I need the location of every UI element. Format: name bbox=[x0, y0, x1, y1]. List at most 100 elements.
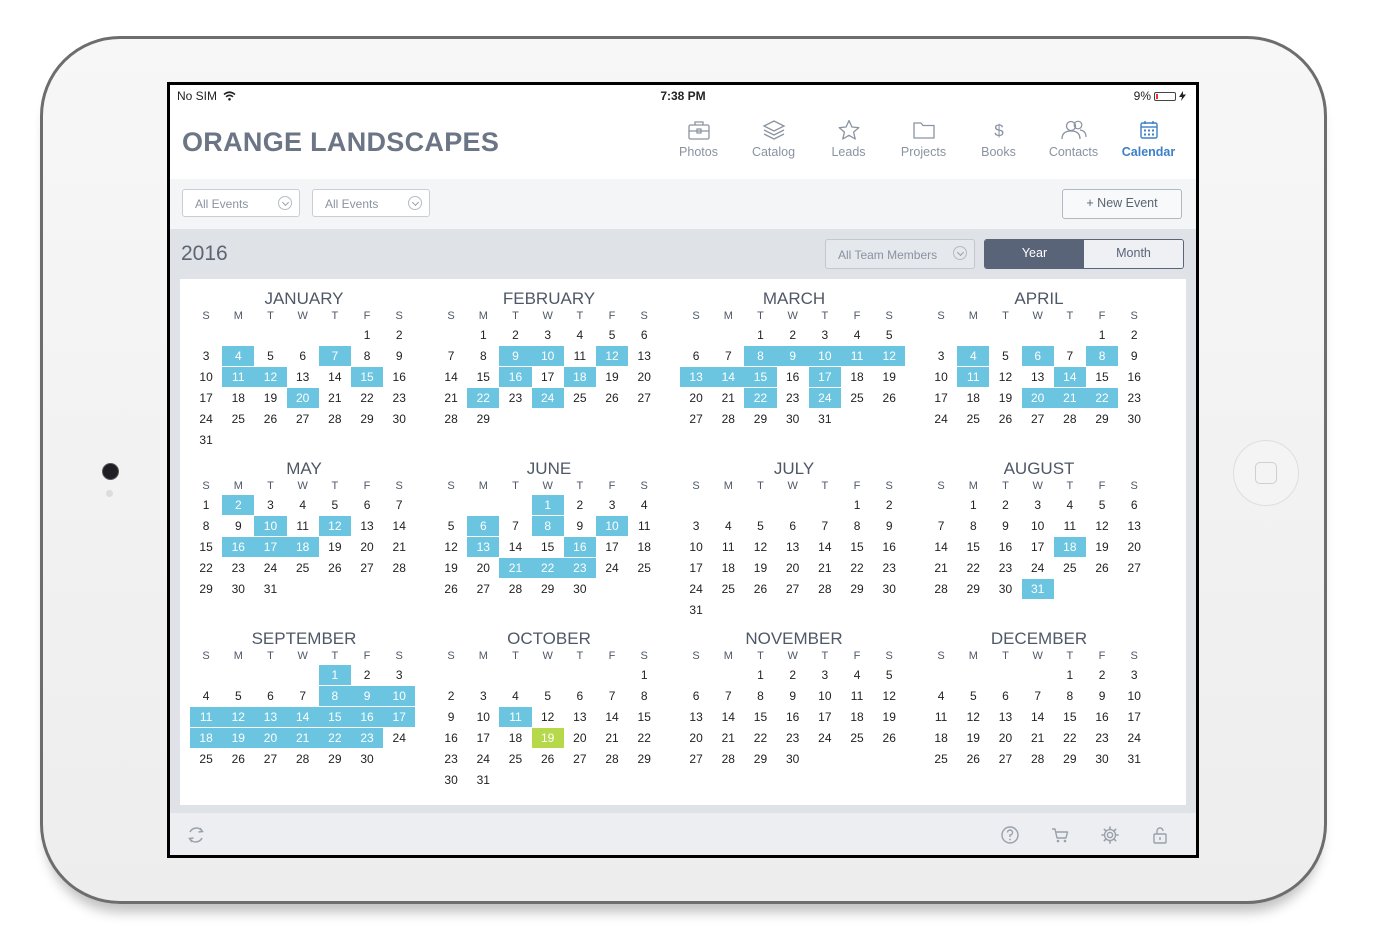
day-cell[interactable]: 7 bbox=[608, 689, 616, 703]
day-cell[interactable]: 26 bbox=[753, 582, 768, 596]
day-cell[interactable]: 11 bbox=[850, 689, 864, 703]
day-cell-event[interactable]: 24 bbox=[531, 388, 564, 408]
day-cell[interactable]: 19 bbox=[328, 540, 342, 554]
day-cell[interactable]: 26 bbox=[998, 412, 1013, 426]
day-cell-event[interactable]: 18 bbox=[190, 728, 223, 748]
day-cell-event[interactable]: 12 bbox=[222, 707, 255, 727]
nav-catalog[interactable]: Catalog bbox=[736, 113, 811, 159]
day-cell[interactable]: 24 bbox=[476, 752, 490, 766]
day-cell[interactable]: 2 bbox=[447, 689, 455, 703]
day-cell-event[interactable]: 8 bbox=[1085, 346, 1119, 366]
day-cell[interactable]: 17 bbox=[934, 391, 948, 405]
day-cell-event[interactable]: 14 bbox=[286, 707, 319, 727]
day-cell[interactable]: 9 bbox=[885, 519, 893, 533]
day-cell[interactable]: 4 bbox=[512, 689, 519, 703]
day-cell[interactable]: 9 bbox=[447, 710, 455, 724]
year-view-button[interactable]: Year bbox=[985, 240, 1084, 268]
day-cell[interactable]: 28 bbox=[934, 582, 948, 596]
day-cell[interactable]: 20 bbox=[998, 731, 1013, 745]
day-cell[interactable]: 7 bbox=[937, 519, 945, 533]
day-cell[interactable]: 2 bbox=[789, 328, 796, 342]
day-cell[interactable]: 24 bbox=[1127, 731, 1141, 745]
day-cell[interactable]: 2 bbox=[1002, 498, 1009, 512]
day-cell[interactable]: 26 bbox=[882, 731, 896, 745]
day-cell[interactable]: 6 bbox=[267, 689, 274, 703]
day-cell[interactable]: 25 bbox=[295, 561, 310, 575]
day-cell-event[interactable]: 31 bbox=[1021, 579, 1054, 599]
day-cell[interactable]: 24 bbox=[689, 582, 703, 596]
day-cell-event[interactable]: 23 bbox=[350, 728, 384, 748]
day-cell[interactable]: 13 bbox=[573, 710, 587, 724]
day-cell[interactable]: 28 bbox=[818, 582, 832, 596]
day-cell[interactable]: 29 bbox=[850, 582, 864, 596]
day-cell[interactable]: 11 bbox=[637, 519, 651, 533]
day-cell[interactable]: 12 bbox=[882, 689, 896, 703]
day-cell[interactable]: 2 bbox=[512, 328, 519, 342]
day-cell-event[interactable]: 13 bbox=[680, 367, 713, 387]
day-cell[interactable]: 10 bbox=[934, 370, 948, 384]
day-cell[interactable]: 29 bbox=[1063, 752, 1077, 766]
day-cell-event[interactable]: 11 bbox=[840, 346, 874, 366]
day-cell[interactable]: 28 bbox=[328, 412, 342, 426]
day-cell[interactable]: 21 bbox=[721, 391, 735, 405]
day-cell[interactable]: 31 bbox=[689, 603, 703, 617]
day-cell[interactable]: 20 bbox=[689, 391, 703, 405]
day-cell-event[interactable]: 17 bbox=[808, 367, 841, 387]
day-cell[interactable]: 7 bbox=[724, 689, 732, 703]
day-cell-event[interactable]: 10 bbox=[595, 516, 629, 536]
day-cell[interactable]: 18 bbox=[850, 710, 864, 724]
day-cell[interactable]: 20 bbox=[573, 731, 587, 745]
day-cell[interactable]: 10 bbox=[199, 370, 213, 384]
day-cell[interactable]: 3 bbox=[479, 689, 487, 703]
day-cell[interactable]: 10 bbox=[1127, 689, 1141, 703]
day-cell[interactable]: 16 bbox=[882, 540, 896, 554]
day-cell[interactable]: 23 bbox=[508, 391, 523, 405]
day-cell-event[interactable]: 18 bbox=[286, 537, 319, 557]
day-cell[interactable]: 3 bbox=[608, 498, 616, 512]
day-cell[interactable]: 20 bbox=[637, 370, 651, 384]
day-cell[interactable]: 21 bbox=[1030, 731, 1045, 745]
day-cell[interactable]: 21 bbox=[605, 731, 619, 745]
day-cell[interactable]: 5 bbox=[447, 519, 455, 533]
day-cell[interactable]: 2 bbox=[789, 668, 796, 682]
day-cell[interactable]: 17 bbox=[540, 370, 555, 384]
day-cell[interactable]: 19 bbox=[882, 710, 896, 724]
day-cell[interactable]: 23 bbox=[998, 561, 1013, 575]
new-event-button[interactable]: + New Event bbox=[1062, 189, 1182, 219]
day-cell-event[interactable]: 20 bbox=[286, 388, 319, 408]
day-cell[interactable]: 26 bbox=[540, 752, 555, 766]
day-cell[interactable]: 1 bbox=[757, 668, 764, 682]
month-title[interactable]: FEBRUARY bbox=[502, 289, 596, 308]
day-cell[interactable]: 13 bbox=[360, 519, 374, 533]
day-cell[interactable]: 5 bbox=[1002, 349, 1009, 363]
day-cell[interactable]: 5 bbox=[331, 498, 339, 512]
day-cell[interactable]: 9 bbox=[234, 519, 242, 533]
day-cell[interactable]: 28 bbox=[721, 412, 735, 426]
day-cell[interactable]: 8 bbox=[363, 349, 371, 363]
day-cell[interactable]: 9 bbox=[576, 519, 584, 533]
day-cell[interactable]: 5 bbox=[608, 328, 616, 342]
day-cell-event[interactable]: 7 bbox=[318, 346, 351, 366]
day-cell-event[interactable]: 6 bbox=[1021, 346, 1054, 366]
day-cell[interactable]: 25 bbox=[231, 412, 245, 426]
day-cell[interactable]: 18 bbox=[637, 540, 651, 554]
day-cell-event[interactable]: 13 bbox=[467, 537, 500, 557]
day-cell[interactable]: 21 bbox=[444, 391, 458, 405]
day-cell-event[interactable]: 19 bbox=[222, 728, 255, 748]
day-cell[interactable]: 6 bbox=[640, 328, 648, 342]
day-cell[interactable]: 23 bbox=[1127, 391, 1141, 405]
day-cell[interactable]: 26 bbox=[882, 391, 896, 405]
day-cell-event[interactable]: 8 bbox=[744, 346, 777, 366]
day-cell-event[interactable]: 11 bbox=[499, 707, 532, 727]
day-cell-event[interactable]: 1 bbox=[531, 495, 564, 515]
day-cell[interactable]: 8 bbox=[479, 349, 487, 363]
day-cell-event[interactable]: 15 bbox=[744, 367, 777, 387]
day-cell[interactable]: 1 bbox=[853, 498, 861, 512]
day-cell[interactable]: 29 bbox=[753, 412, 768, 426]
month-title[interactable]: JUNE bbox=[526, 459, 572, 478]
month-title[interactable]: DECEMBER bbox=[990, 629, 1088, 648]
day-cell-event[interactable]: 22 bbox=[1085, 388, 1119, 408]
day-cell[interactable]: 3 bbox=[202, 349, 210, 363]
day-cell-event[interactable]: 22 bbox=[531, 558, 564, 578]
day-cell[interactable]: 8 bbox=[969, 519, 977, 533]
